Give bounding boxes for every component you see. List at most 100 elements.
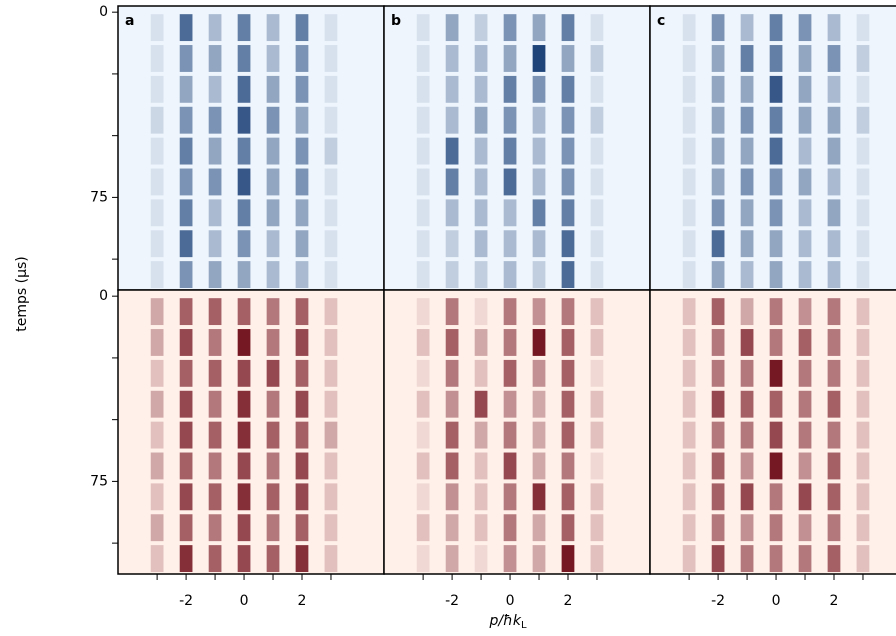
heat-cell: [740, 452, 754, 480]
heat-cell: [474, 452, 488, 480]
heat-cell: [324, 359, 338, 387]
heat-cell: [740, 137, 754, 165]
heat-cell: [295, 359, 309, 387]
heat-cell: [150, 168, 164, 196]
heat-cell: [827, 452, 841, 480]
x-label-main: p/ħk: [488, 613, 521, 629]
heat-cell: [856, 514, 870, 542]
heat-cell: [682, 75, 696, 103]
heat-cell: [295, 199, 309, 227]
heat-cell: [590, 359, 604, 387]
heat-cell: [711, 514, 725, 542]
heat-cell: [590, 514, 604, 542]
heat-cell: [711, 45, 725, 72]
heat-cell: [266, 137, 280, 165]
heat-cell: [532, 545, 546, 572]
heat-cell: [827, 483, 841, 511]
heat-cell: [590, 45, 604, 72]
heat-cell: [561, 390, 575, 418]
panel-body: [650, 290, 896, 574]
heat-cell: [208, 106, 222, 134]
heat-cell: [769, 168, 783, 196]
heat-cell: [295, 261, 309, 288]
heat-cell: [503, 45, 517, 72]
heat-cell: [295, 75, 309, 103]
heat-cell: [769, 45, 783, 72]
heat-cell: [266, 514, 280, 542]
heat-cell: [740, 483, 754, 511]
heat-cell: [445, 168, 459, 196]
x-tick-label: -2: [445, 593, 459, 609]
heat-cell: [561, 75, 575, 103]
x-axis-label: p/ħkL: [488, 613, 526, 631]
heat-cell: [324, 45, 338, 72]
heat-cell: [416, 545, 430, 572]
heat-cell: [150, 75, 164, 103]
heat-cell: [740, 106, 754, 134]
heat-cell: [682, 261, 696, 288]
heat-cell: [740, 14, 754, 42]
heat-cell: [150, 390, 164, 418]
heat-cell: [324, 298, 338, 326]
heat-cell: [179, 230, 193, 258]
heat-cell: [208, 514, 222, 542]
heat-cell: [682, 45, 696, 72]
heat-cell: [740, 199, 754, 227]
heat-cell: [266, 261, 280, 288]
heat-cell: [474, 545, 488, 572]
heat-cell: [474, 168, 488, 196]
heat-cell: [445, 421, 459, 449]
heat-cell: [798, 390, 812, 418]
heat-cell: [532, 14, 546, 42]
x-tick-label: 2: [564, 593, 573, 609]
heat-cell: [266, 545, 280, 572]
heat-cell: [295, 329, 309, 356]
heat-cell: [503, 545, 517, 572]
heat-cell: [798, 359, 812, 387]
heat-cell: [827, 359, 841, 387]
heat-cell: [474, 45, 488, 72]
heat-cell: [503, 483, 517, 511]
heat-cell: [208, 168, 222, 196]
heat-cell: [503, 75, 517, 103]
heat-cell: [532, 45, 546, 72]
heat-cell: [445, 329, 459, 356]
heat-cell: [416, 199, 430, 227]
heat-cell: [445, 261, 459, 288]
heat-cell: [769, 137, 783, 165]
heat-cell: [416, 514, 430, 542]
heat-cell: [445, 390, 459, 418]
heat-cell: [445, 359, 459, 387]
heat-cell: [503, 199, 517, 227]
heat-cell: [266, 106, 280, 134]
heat-cell: [179, 483, 193, 511]
heat-cell: [179, 390, 193, 418]
heat-cell: [827, 168, 841, 196]
heat-cell: [682, 545, 696, 572]
heat-cell: [266, 452, 280, 480]
heat-cell: [416, 452, 430, 480]
heat-cell: [474, 483, 488, 511]
heat-cell: [856, 137, 870, 165]
heat-cell: [682, 359, 696, 387]
heat-cell: [150, 452, 164, 480]
heat-cell: [827, 14, 841, 42]
heat-cell: [532, 75, 546, 103]
heat-cell: [295, 298, 309, 326]
heat-cell: [445, 45, 459, 72]
heat-cell: [237, 329, 251, 356]
heat-cell: [237, 261, 251, 288]
heat-cell: [798, 14, 812, 42]
panel-body: [384, 290, 650, 574]
heat-cell: [561, 421, 575, 449]
heat-cell: [769, 329, 783, 356]
heat-cell: [769, 483, 783, 511]
heat-cell: [682, 106, 696, 134]
heat-cell: [827, 545, 841, 572]
heat-cell: [798, 514, 812, 542]
heat-cell: [179, 329, 193, 356]
heat-cell: [474, 230, 488, 258]
heat-cell: [682, 230, 696, 258]
heat-cell: [590, 261, 604, 288]
heat-cell: [324, 329, 338, 356]
